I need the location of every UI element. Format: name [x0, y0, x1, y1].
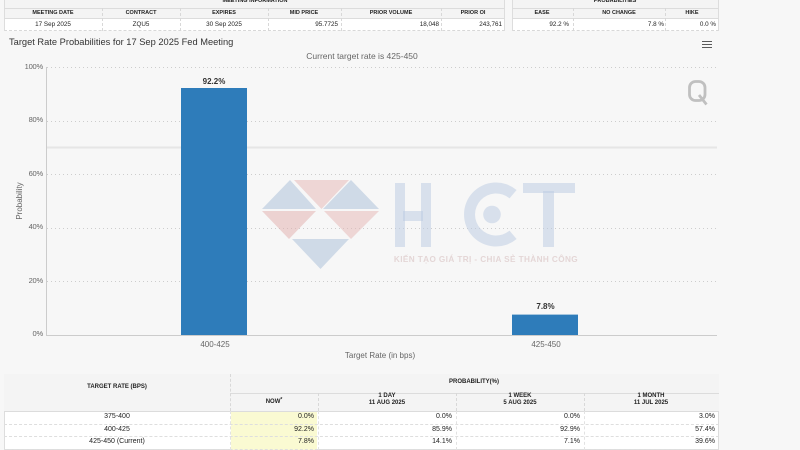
- svg-text:KIẾN TẠO GIÁ TRỊ - CHIA SẺ T: KIẾN TẠO GIÁ TRỊ - CHIA SẺ THÀNH CÔNG: [394, 253, 578, 264]
